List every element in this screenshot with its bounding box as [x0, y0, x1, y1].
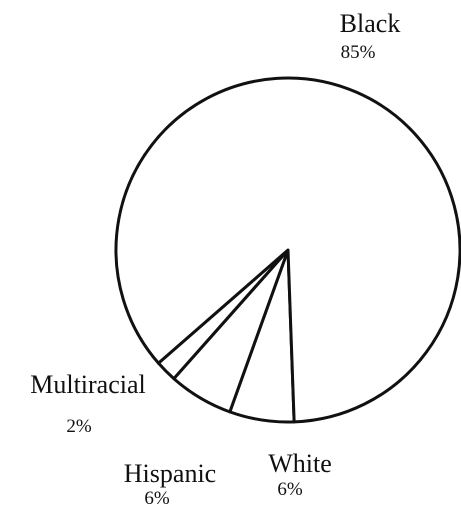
label-multiracial: Multiracial: [30, 370, 146, 399]
value-label-white: 6%: [277, 479, 303, 500]
label-white: White: [268, 449, 332, 478]
value-label-multiracial: 2%: [66, 416, 92, 437]
label-hispanic: Hispanic: [124, 459, 216, 488]
pie-slice-black: [114, 76, 461, 424]
value-label-black: 85%: [341, 42, 376, 63]
pie-slices: [114, 76, 461, 424]
value-label-hispanic: 6%: [144, 488, 170, 509]
label-black: Black: [340, 9, 401, 38]
